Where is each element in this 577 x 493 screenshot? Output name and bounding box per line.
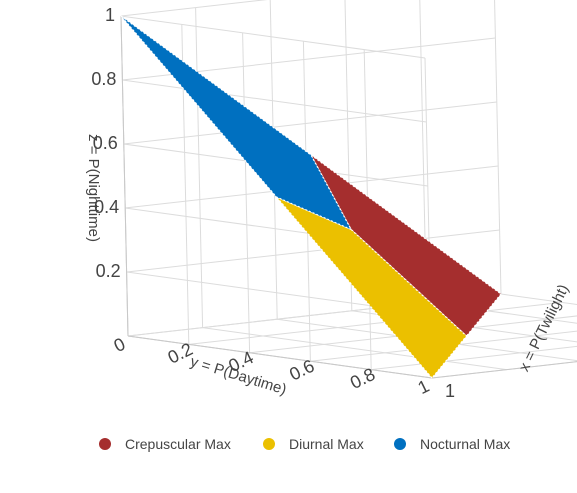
- axis-line-y: [127, 335, 433, 379]
- y-tick-5: 1: [415, 376, 433, 398]
- z-axis-title: z = P(Nighttime): [85, 134, 102, 242]
- grid-line-floor-y1: [188, 301, 562, 345]
- legend-marker-nocturnal: [394, 438, 406, 450]
- axis-line-x: [431, 361, 577, 379]
- y-tick-0: 0: [111, 334, 129, 356]
- y-tick-3: 0.6: [286, 356, 317, 385]
- surface-nocturnal-max: [120, 15, 352, 231]
- z-tick-5: 1: [105, 5, 115, 25]
- grid-line-wall-y-z5: [120, 15, 426, 59]
- grid-line-wall-x-vert1: [195, 7, 204, 328]
- surface-crepuscular-max: [310, 154, 502, 337]
- legend-marker-diurnal: [263, 438, 275, 450]
- surfaces: [120, 15, 502, 379]
- z-tick-2: 0.4: [94, 197, 119, 217]
- x-tick-2: 1: [445, 381, 455, 401]
- y-tick-4: 0.8: [347, 364, 378, 393]
- legend-label-diurnal: Diurnal Max: [289, 436, 364, 452]
- legend: Crepuscular Max Diurnal Max Nocturnal Ma…: [0, 432, 577, 456]
- grid-line-wall-y-z4: [122, 79, 427, 123]
- grid-line-wall-x-vert5: [494, 0, 502, 295]
- grid-line-wall-x-z5: [120, 0, 268, 17]
- legend-item-diurnal[interactable]: Diurnal Max: [263, 432, 364, 456]
- grid-line-floor-x5: [500, 293, 577, 306]
- legend-label-nocturnal: Nocturnal Max: [420, 436, 511, 452]
- legend-marker-crepuscular: [99, 438, 111, 450]
- surface-diurnal-max: [275, 196, 468, 379]
- z-tick-1: 0.2: [96, 261, 121, 281]
- grid-line-wall-y-vert2: [242, 32, 251, 353]
- legend-item-crepuscular[interactable]: Crepuscular Max: [99, 432, 231, 456]
- grid-line-floor-x1: [202, 327, 507, 371]
- axis-line-z: [120, 15, 129, 337]
- grid-line-floor-y3: [310, 330, 577, 362]
- grid-line-wall-x-z3: [123, 101, 497, 145]
- legend-item-nocturnal[interactable]: Nocturnal Max: [394, 432, 510, 456]
- legend-label-crepuscular: Crepuscular Max: [125, 436, 231, 452]
- z-tick-3: 0.6: [93, 133, 118, 153]
- grid-line-wall-x-z1: [126, 229, 500, 273]
- z-tick-4: 0.8: [91, 69, 116, 89]
- x-axis-title: x = P(Twilight): [516, 282, 573, 374]
